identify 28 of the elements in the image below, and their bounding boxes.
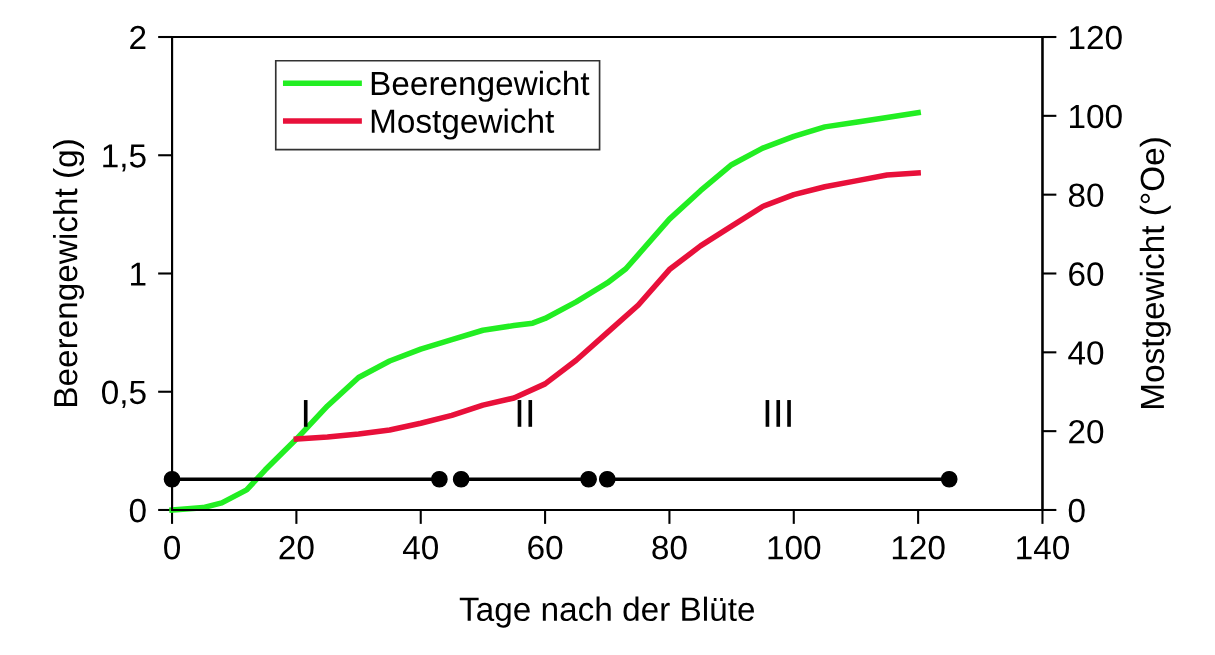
annotation: III (765, 400, 791, 427)
y-tick-label: 0 (129, 498, 146, 523)
x-tick-label: 0 (164, 535, 181, 560)
x-tick-label: 60 (528, 535, 563, 560)
x-tick-label: 20 (279, 535, 314, 560)
y-tick-label: 2 (130, 25, 146, 50)
y2-tick-label: 120 (1070, 25, 1122, 50)
y2-tick-label: 0 (1068, 498, 1085, 523)
y2-tick-label: 40 (1068, 341, 1104, 365)
y2-tick-label: 100 (1070, 104, 1122, 129)
y-tick-label: 0,5 (102, 380, 146, 409)
legend-label: Mostgewicht (371, 108, 555, 140)
x-axis-title: Tage nach der Blüte (459, 596, 755, 628)
y2-tick-label: 80 (1068, 183, 1104, 208)
legend-label: Beerengewicht (371, 70, 590, 102)
x-tick-label: 100 (768, 535, 821, 560)
y2-tick-label: 20 (1069, 419, 1104, 444)
x-tick-label: 120 (892, 535, 945, 560)
y2-axis-title: Mostgewicht (°Oe) (1139, 138, 1171, 409)
x-tick-label: 40 (402, 535, 438, 560)
x-tick-label: 80 (652, 535, 687, 560)
x-tick-label: 140 (1017, 535, 1069, 560)
y-tick-label: 1 (131, 262, 146, 286)
annotation: I (303, 400, 308, 427)
annotation: II (517, 400, 533, 427)
y-axis-title: Beerengewicht (g) (52, 140, 85, 407)
y2-tick-label: 60 (1069, 262, 1104, 286)
y-tick-label: 1,5 (103, 144, 146, 172)
